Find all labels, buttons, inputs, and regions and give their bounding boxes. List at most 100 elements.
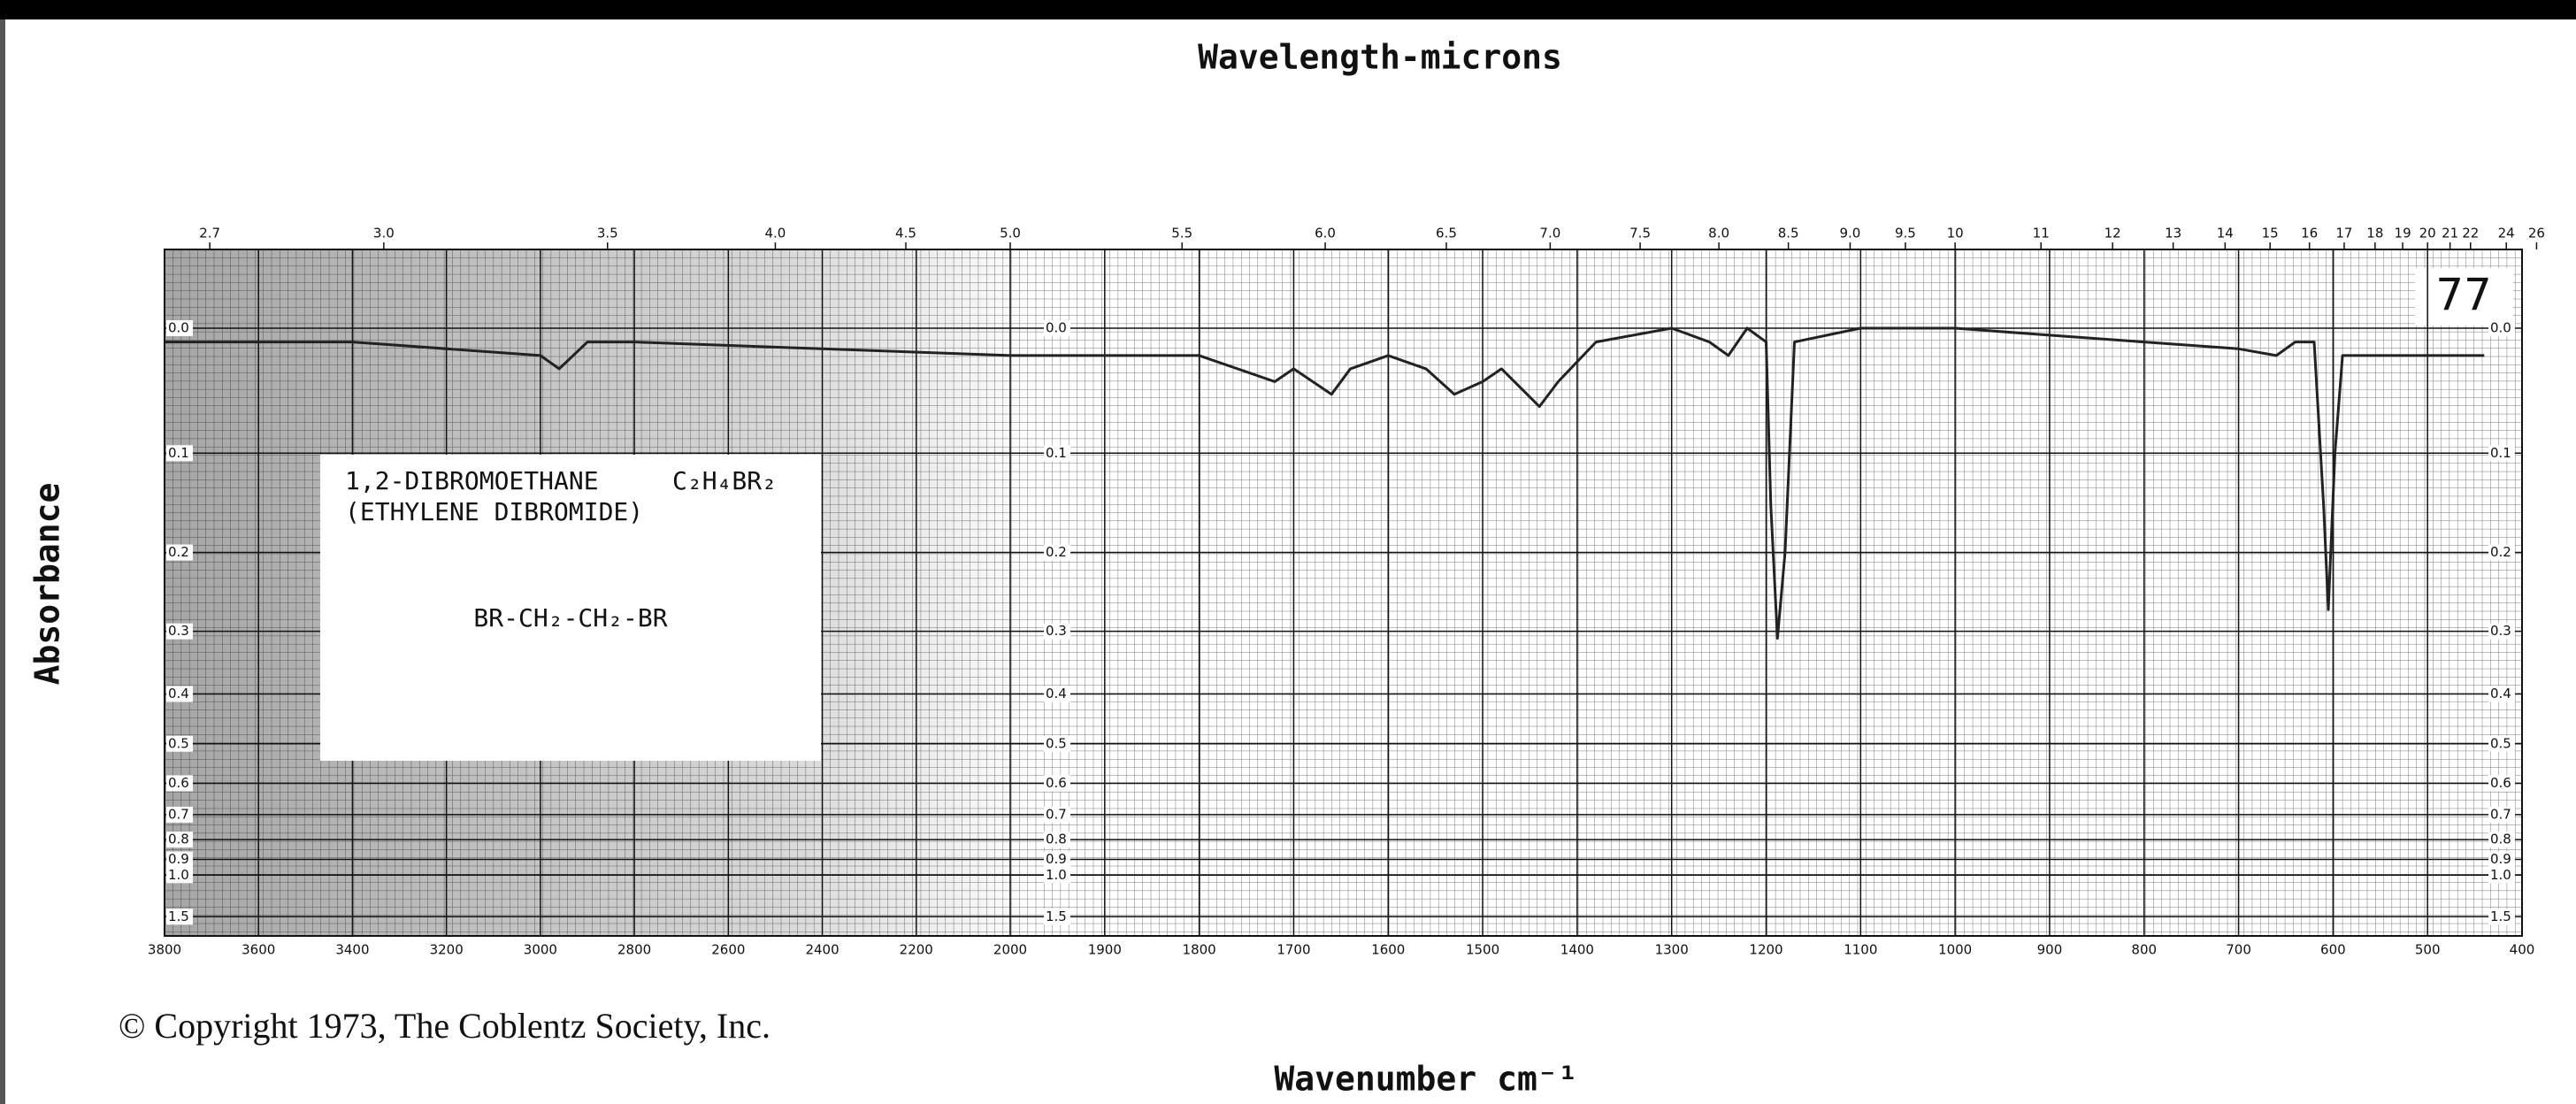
y-tick-label: 0.4 (1046, 686, 1067, 702)
x2-tick-label: 7.0 (1539, 226, 1560, 242)
x-tick-label: 2600 (711, 942, 745, 958)
y-tick-label: 0.8 (168, 832, 189, 847)
y-tick-label: 0.7 (168, 806, 189, 822)
x-tick-label: 2800 (617, 942, 651, 958)
x2-tick-label: 15 (2262, 226, 2279, 242)
spectrum-line (165, 326, 2485, 640)
y-tick-label: 0.1 (2490, 445, 2511, 461)
y-tick-label: 0.2 (168, 544, 189, 560)
x-tick-label: 800 (2131, 942, 2157, 958)
x2-tick-label: 19 (2395, 226, 2411, 242)
compound-structure: BR-CH₂-CH₂-BR (473, 603, 667, 632)
page-number: 77 (2435, 270, 2492, 321)
tick-label-bg (166, 445, 193, 462)
x2-tick-label: 9.0 (1840, 226, 1861, 242)
compound-box (320, 455, 821, 761)
tick-label-bg (2488, 832, 2515, 848)
tick-label-bg (166, 775, 193, 792)
copyright: © Copyright 1973, The Coblentz Society, … (119, 1006, 770, 1046)
x2-tick-label: 26 (2528, 226, 2545, 242)
x-tick-label: 500 (2415, 942, 2441, 958)
x2-tick-label: 11 (2033, 226, 2050, 242)
y-tick-label: 1.0 (1046, 867, 1067, 883)
x-tick-label: 1300 (1655, 942, 1689, 958)
tick-label-bg (166, 686, 193, 702)
x2-tick-label: 2.7 (199, 226, 220, 242)
tick-label-bg (1044, 445, 1070, 462)
tick-label-bg (2488, 806, 2515, 823)
y-tick-label: 0.5 (168, 735, 189, 751)
tick-label-bg (1044, 686, 1070, 702)
x2-tick-label: 8.0 (1708, 226, 1729, 242)
y-tick-label: 0.1 (1046, 445, 1067, 461)
x2-tick-label: 24 (2498, 226, 2515, 242)
x2-tick-label: 20 (2419, 226, 2436, 242)
compound-synonym: (ETHYLENE DIBROMIDE) (345, 497, 643, 526)
y-tick-label: 1.0 (2490, 867, 2511, 883)
tick-label-bg (2488, 851, 2515, 868)
tick-label-bg (166, 851, 193, 868)
y-tick-label: 1.5 (168, 908, 189, 924)
x2-tick-label: 5.0 (1000, 226, 1021, 242)
x-tick-label: 1100 (1844, 942, 1877, 958)
y-tick-label: 0.2 (2490, 544, 2511, 560)
x2-tick-label: 13 (2165, 226, 2181, 242)
tick-label-bg (166, 832, 193, 848)
tick-label-bg (1044, 320, 1070, 336)
y-tick-label: 0.7 (2490, 806, 2511, 822)
x-tick-label: 2400 (805, 942, 839, 958)
x-tick-label: 1600 (1371, 942, 1405, 958)
y-tick-label: 0.0 (2490, 320, 2511, 336)
x2-tick-label: 3.5 (597, 226, 618, 242)
page-number-box (2415, 268, 2513, 326)
x-tick-label: 2000 (993, 942, 1027, 958)
x2-tick-label: 9.5 (1895, 226, 1916, 242)
tick-label-bg (2488, 735, 2515, 752)
y-tick-label: 0.2 (1046, 544, 1067, 560)
x2-tick-label: 10 (1947, 226, 1964, 242)
x-tick-label: 1500 (1466, 942, 1499, 958)
x-tick-label: 3800 (148, 942, 181, 958)
x2-tick-label: 5.5 (1171, 226, 1192, 242)
x2-tick-label: 22 (2462, 226, 2479, 242)
y-tick-label: 1.5 (1046, 908, 1067, 924)
tick-label-bg (2488, 775, 2515, 792)
tick-label-bg (2488, 908, 2515, 925)
tick-label-bg (166, 544, 193, 561)
x2-tick-label: 21 (2442, 226, 2458, 242)
compound-formula: C₂H₄BR₂ (672, 466, 777, 495)
scan-edge (0, 19, 5, 1104)
x-axis-label: Wavenumber cm⁻¹ (1274, 1060, 1577, 1099)
tick-label-bg (2488, 320, 2515, 336)
x-tick-label: 700 (2226, 942, 2251, 958)
x-tick-label: 1000 (1938, 942, 1972, 958)
tick-label-bg (2488, 544, 2515, 561)
y-tick-label: 0.6 (1046, 775, 1067, 791)
y-tick-label: 0.0 (1046, 320, 1067, 336)
tick-label-bg (2488, 623, 2515, 640)
x-tick-label: 1400 (1560, 942, 1594, 958)
y-tick-label: 1.0 (168, 867, 189, 883)
y-tick-label: 0.6 (168, 775, 189, 791)
x2-tick-label: 4.0 (765, 226, 786, 242)
tick-label-bg (166, 867, 193, 884)
x-tick-label: 2200 (900, 942, 933, 958)
scan-border (0, 0, 2576, 19)
tick-label-bg (166, 908, 193, 925)
y-axis-label: Absorbance (28, 483, 67, 686)
compound-name: 1,2-DIBROMOETHANE (345, 466, 599, 495)
x2-tick-label: 4.5 (895, 226, 916, 242)
y-tick-label: 0.5 (2490, 735, 2511, 751)
x2-tick-label: 12 (2104, 226, 2121, 242)
x-tick-label: 1900 (1088, 942, 1122, 958)
y-tick-label: 0.3 (1046, 623, 1067, 639)
x2-tick-label: 14 (2217, 226, 2234, 242)
x2-tick-label: 18 (2366, 226, 2383, 242)
tick-label-bg (1044, 806, 1070, 823)
x2-tick-label: 3.0 (373, 226, 395, 242)
x-tick-label: 1200 (1749, 942, 1782, 958)
tick-label-bg (166, 806, 193, 823)
tick-label-bg (1044, 832, 1070, 848)
x-tick-label: 1700 (1276, 942, 1310, 958)
